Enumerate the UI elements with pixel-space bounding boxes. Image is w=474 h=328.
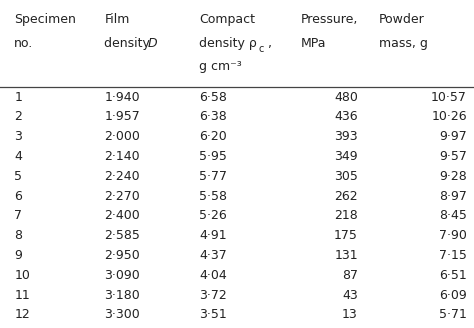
Text: 5·95: 5·95	[199, 150, 227, 163]
Text: 7·15: 7·15	[439, 249, 467, 262]
Text: 3·180: 3·180	[104, 289, 140, 301]
Text: 8·45: 8·45	[439, 209, 467, 222]
Text: 3·51: 3·51	[199, 308, 227, 321]
Text: 2·000: 2·000	[104, 130, 140, 143]
Text: 262: 262	[334, 190, 358, 203]
Text: 2·270: 2·270	[104, 190, 140, 203]
Text: density ρ: density ρ	[199, 37, 257, 50]
Text: 9·97: 9·97	[439, 130, 467, 143]
Text: 2·400: 2·400	[104, 209, 140, 222]
Text: 4·91: 4·91	[199, 229, 227, 242]
Text: 5: 5	[14, 170, 22, 183]
Text: 305: 305	[334, 170, 358, 183]
Text: 4·37: 4·37	[199, 249, 227, 262]
Text: 8: 8	[14, 229, 22, 242]
Text: 9·57: 9·57	[439, 150, 467, 163]
Text: 6·09: 6·09	[439, 289, 467, 301]
Text: ,: ,	[268, 37, 272, 50]
Text: 10·26: 10·26	[431, 111, 467, 123]
Text: no.: no.	[14, 37, 34, 50]
Text: 1·957: 1·957	[104, 111, 140, 123]
Text: MPa: MPa	[301, 37, 327, 50]
Text: Specimen: Specimen	[14, 13, 76, 26]
Text: Film: Film	[104, 13, 130, 26]
Text: 10: 10	[14, 269, 30, 282]
Text: 6·20: 6·20	[199, 130, 227, 143]
Text: D: D	[148, 37, 157, 50]
Text: 9·28: 9·28	[439, 170, 467, 183]
Text: 13: 13	[342, 308, 358, 321]
Text: 2·140: 2·140	[104, 150, 140, 163]
Text: 10·57: 10·57	[431, 91, 467, 104]
Text: g cm⁻³: g cm⁻³	[199, 60, 242, 73]
Text: 2·240: 2·240	[104, 170, 140, 183]
Text: Pressure,: Pressure,	[301, 13, 358, 26]
Text: 1: 1	[14, 91, 22, 104]
Text: 5·26: 5·26	[199, 209, 227, 222]
Text: 6·58: 6·58	[199, 91, 227, 104]
Text: 6·38: 6·38	[199, 111, 227, 123]
Text: 12: 12	[14, 308, 30, 321]
Text: 349: 349	[334, 150, 358, 163]
Text: 2: 2	[14, 111, 22, 123]
Text: 2·950: 2·950	[104, 249, 140, 262]
Text: 218: 218	[334, 209, 358, 222]
Text: density: density	[104, 37, 154, 50]
Text: 11: 11	[14, 289, 30, 301]
Text: Powder: Powder	[379, 13, 425, 26]
Text: Compact: Compact	[199, 13, 255, 26]
Text: 480: 480	[334, 91, 358, 104]
Text: mass, g: mass, g	[379, 37, 428, 50]
Text: 6·51: 6·51	[439, 269, 467, 282]
Text: 5·77: 5·77	[199, 170, 227, 183]
Text: 3·300: 3·300	[104, 308, 140, 321]
Text: 3·72: 3·72	[199, 289, 227, 301]
Text: 7: 7	[14, 209, 22, 222]
Text: 3: 3	[14, 130, 22, 143]
Text: 1·940: 1·940	[104, 91, 140, 104]
Text: 43: 43	[342, 289, 358, 301]
Text: 436: 436	[334, 111, 358, 123]
Text: 131: 131	[334, 249, 358, 262]
Text: 3·090: 3·090	[104, 269, 140, 282]
Text: 7·90: 7·90	[439, 229, 467, 242]
Text: 6: 6	[14, 190, 22, 203]
Text: 87: 87	[342, 269, 358, 282]
Text: c: c	[258, 44, 264, 54]
Text: 393: 393	[334, 130, 358, 143]
Text: 5·58: 5·58	[199, 190, 227, 203]
Text: 5·71: 5·71	[439, 308, 467, 321]
Text: 8·97: 8·97	[439, 190, 467, 203]
Text: 175: 175	[334, 229, 358, 242]
Text: 4·04: 4·04	[199, 269, 227, 282]
Text: 2·585: 2·585	[104, 229, 140, 242]
Text: 4: 4	[14, 150, 22, 163]
Text: 9: 9	[14, 249, 22, 262]
